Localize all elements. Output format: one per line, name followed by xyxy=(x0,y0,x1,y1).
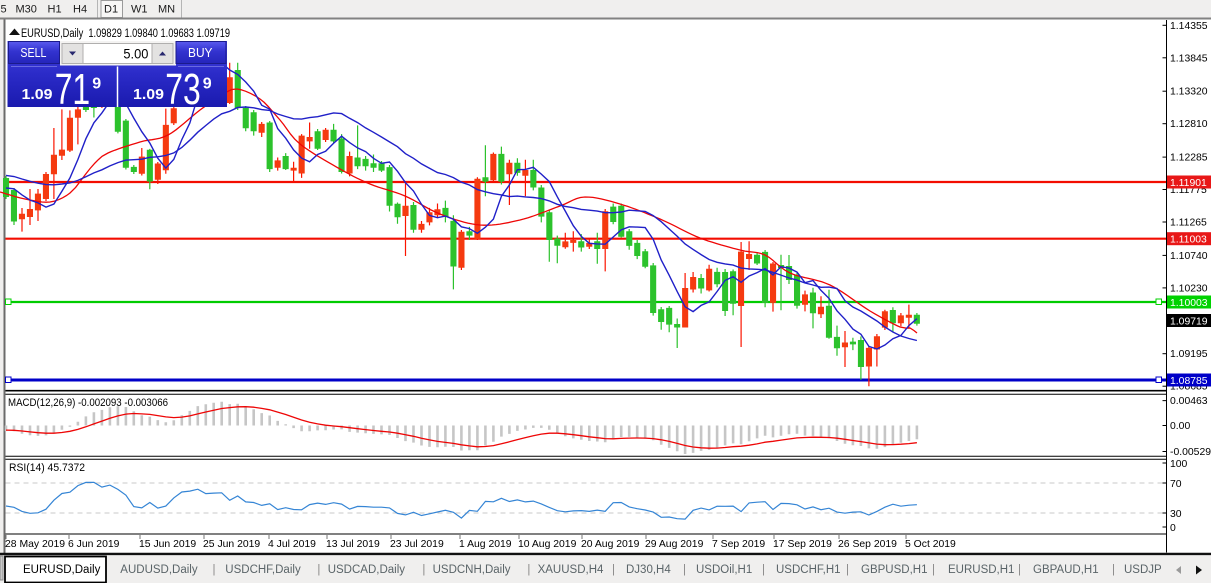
svg-text:1.10230: 1.10230 xyxy=(1170,283,1208,294)
svg-text:|: | xyxy=(762,564,765,576)
svg-text:GBPAUD,H1: GBPAUD,H1 xyxy=(1033,564,1099,576)
svg-text:|: | xyxy=(527,564,530,576)
svg-text:1.11901: 1.11901 xyxy=(1170,178,1207,189)
svg-text:EURUSD,Daily: EURUSD,Daily xyxy=(23,564,101,576)
svg-text:1.11003: 1.11003 xyxy=(1170,235,1207,246)
svg-text:6 Jun 2019: 6 Jun 2019 xyxy=(68,539,120,550)
svg-text:MACD(12,26,9) -0.002093 -0.003: MACD(12,26,9) -0.002093 -0.003066 xyxy=(8,397,168,409)
svg-text:USDOil,H1: USDOil,H1 xyxy=(696,564,752,576)
svg-text:EURUSD,Daily 1.09829 1.09840: EURUSD,Daily 1.09829 1.09840 1.09683 1.0… xyxy=(21,28,230,40)
svg-text:28 May 2019: 28 May 2019 xyxy=(5,539,65,550)
svg-text:30: 30 xyxy=(1170,509,1182,520)
svg-text:D1: D1 xyxy=(104,4,118,16)
svg-text:USDCAD,Daily: USDCAD,Daily xyxy=(328,564,406,576)
svg-text:7 Sep 2019: 7 Sep 2019 xyxy=(712,539,765,550)
svg-text:1.09195: 1.09195 xyxy=(1170,349,1208,360)
svg-text:0.00: 0.00 xyxy=(1170,421,1190,432)
svg-text:9: 9 xyxy=(203,76,212,93)
svg-text:100: 100 xyxy=(1170,459,1188,470)
svg-text:1.11265: 1.11265 xyxy=(1170,218,1207,229)
svg-text:13 Jul 2019: 13 Jul 2019 xyxy=(326,539,380,550)
svg-text:25 Jun 2019: 25 Jun 2019 xyxy=(203,539,260,550)
svg-text:23 Jul 2019: 23 Jul 2019 xyxy=(390,539,444,550)
svg-text:XAUUSD,H4: XAUUSD,H4 xyxy=(538,564,604,576)
svg-text:USDJP: USDJP xyxy=(1124,564,1162,576)
svg-text:20 Aug 2019: 20 Aug 2019 xyxy=(581,539,640,550)
svg-text:4 Jul 2019: 4 Jul 2019 xyxy=(268,539,316,550)
svg-text:|: | xyxy=(612,564,615,576)
svg-text:1.10740: 1.10740 xyxy=(1170,251,1208,262)
svg-text:RSI(14) 45.7372: RSI(14) 45.7372 xyxy=(9,462,85,474)
svg-text:1.09: 1.09 xyxy=(22,87,53,103)
svg-text:MN: MN xyxy=(158,4,175,16)
svg-text:H1: H1 xyxy=(48,4,62,16)
svg-text:29 Aug 2019: 29 Aug 2019 xyxy=(645,539,704,550)
svg-text:5 Oct 2019: 5 Oct 2019 xyxy=(905,539,956,550)
svg-text:71: 71 xyxy=(55,65,90,114)
svg-text:|: | xyxy=(317,564,320,576)
svg-text:EURUSD,H1: EURUSD,H1 xyxy=(948,564,1014,576)
svg-text:15 Jun 2019: 15 Jun 2019 xyxy=(139,539,196,550)
svg-text:1.08785: 1.08785 xyxy=(1170,376,1208,387)
svg-text:AUDUSD,Daily: AUDUSD,Daily xyxy=(120,564,198,576)
svg-text:1.08685: 1.08685 xyxy=(1170,382,1208,393)
svg-text:0: 0 xyxy=(1170,523,1176,534)
svg-text:1.13320: 1.13320 xyxy=(1170,87,1208,98)
svg-text:USDCHF,Daily: USDCHF,Daily xyxy=(225,564,301,576)
svg-text:H4: H4 xyxy=(73,4,87,16)
svg-text:17 Sep 2019: 17 Sep 2019 xyxy=(773,539,832,550)
svg-text:SELL: SELL xyxy=(20,46,46,60)
svg-text:DJ30,H4: DJ30,H4 xyxy=(626,564,671,576)
svg-text:1.13845: 1.13845 xyxy=(1170,53,1208,64)
svg-text:1.12810: 1.12810 xyxy=(1170,119,1208,130)
svg-text:1 Aug 2019: 1 Aug 2019 xyxy=(459,539,512,550)
svg-text:5: 5 xyxy=(1,4,7,16)
svg-text:|: | xyxy=(846,564,849,576)
svg-text:0.00463: 0.00463 xyxy=(1170,396,1208,407)
svg-text:1.11775: 1.11775 xyxy=(1170,185,1207,196)
svg-text:10 Aug 2019: 10 Aug 2019 xyxy=(518,539,577,550)
svg-text:USDCHF,H1: USDCHF,H1 xyxy=(776,564,841,576)
svg-text:1.12285: 1.12285 xyxy=(1170,153,1208,164)
svg-text:BUY: BUY xyxy=(188,46,213,60)
svg-text:W1: W1 xyxy=(131,4,148,16)
svg-text:5.00: 5.00 xyxy=(123,45,148,61)
svg-text:26 Sep 2019: 26 Sep 2019 xyxy=(838,539,897,550)
svg-text:70: 70 xyxy=(1170,479,1182,490)
svg-text:|: | xyxy=(932,564,935,576)
svg-text:|: | xyxy=(683,564,686,576)
svg-text:|: | xyxy=(1112,564,1115,576)
svg-text:1.09: 1.09 xyxy=(133,87,164,103)
svg-text:1.14355: 1.14355 xyxy=(1170,21,1208,32)
svg-text:1.09719: 1.09719 xyxy=(1170,317,1208,328)
svg-text:|: | xyxy=(422,564,425,576)
svg-text:GBPUSD,H1: GBPUSD,H1 xyxy=(861,564,927,576)
svg-text:|: | xyxy=(213,564,216,576)
svg-text:73: 73 xyxy=(165,65,201,114)
svg-text:USDCNH,Daily: USDCNH,Daily xyxy=(433,564,511,576)
svg-text:M30: M30 xyxy=(16,4,37,16)
svg-text:-0.005299: -0.005299 xyxy=(1170,447,1211,458)
svg-text:9: 9 xyxy=(92,76,101,93)
svg-text:|: | xyxy=(1018,564,1021,576)
svg-text:1.10003: 1.10003 xyxy=(1170,298,1208,309)
